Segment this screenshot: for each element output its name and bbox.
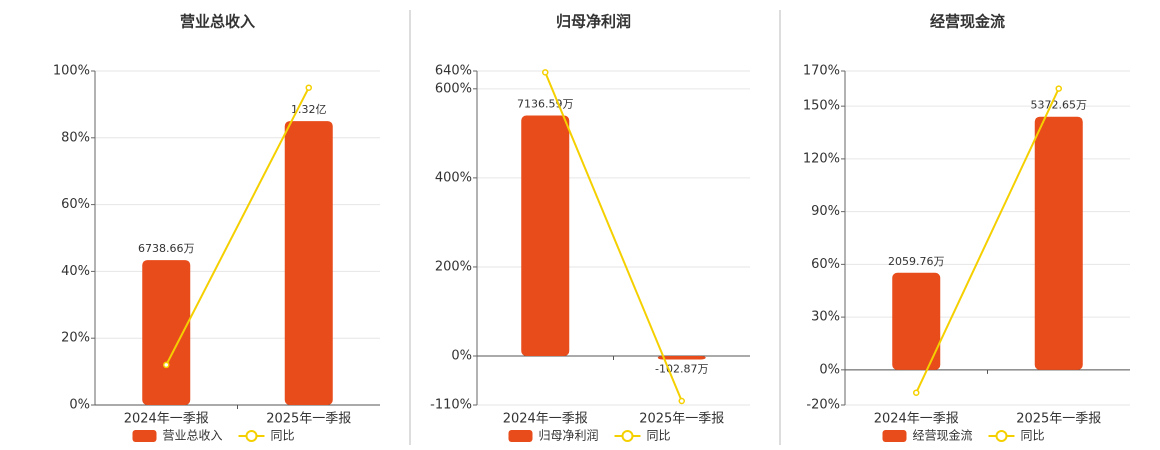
bar	[284, 121, 333, 406]
line	[544, 71, 683, 402]
x-tick-label: 2025年一季报	[639, 412, 724, 427]
legend-marker	[245, 430, 258, 442]
bar	[892, 272, 941, 370]
y-tick-label: 0%	[451, 349, 472, 364]
y-tick-label: 0%	[819, 362, 840, 377]
legend-marker	[995, 430, 1008, 442]
line-point	[1055, 85, 1062, 92]
y-tick-label: 0%	[69, 398, 90, 413]
legend-swatch	[132, 430, 157, 442]
line	[915, 88, 1060, 394]
value-label: 6738.66万	[138, 242, 195, 255]
y-tick-label: 60%	[811, 257, 840, 272]
value-label: 2059.76万	[888, 255, 945, 268]
x-tick-label: 2024年一季报	[124, 412, 209, 427]
bar	[1034, 116, 1083, 370]
legend-swatch	[508, 430, 533, 442]
line-point	[913, 389, 920, 396]
value-label: 7136.59万	[517, 98, 574, 111]
y-tick-label: -110%	[430, 398, 472, 413]
bar	[521, 115, 570, 357]
y-tick-label: -20%	[806, 398, 840, 413]
line-point	[678, 397, 685, 405]
value-label: -102.87万	[655, 362, 708, 375]
x-tick-label: 2025年一季报	[266, 412, 351, 427]
y-tick-label: 60%	[61, 197, 90, 212]
line-point	[305, 84, 312, 91]
legend-label: 经营现金流	[913, 428, 973, 443]
y-tick-label: 100%	[53, 64, 90, 79]
x-tick-label: 2025年一季报	[1016, 412, 1101, 427]
legend-label: 同比	[1021, 429, 1045, 443]
legend-label: 同比	[271, 429, 295, 443]
y-tick-label: 200%	[435, 259, 472, 274]
x-tick-label: 2024年一季报	[874, 412, 959, 427]
y-tick-label: 170%	[803, 64, 840, 79]
y-tick-label: 90%	[811, 204, 840, 219]
y-tick-label: 20%	[61, 331, 90, 346]
y-tick-label: 80%	[61, 130, 90, 145]
chart-title: 归母净利润	[556, 13, 631, 31]
line-point	[542, 69, 549, 76]
y-tick-label: 40%	[61, 264, 90, 279]
bar	[657, 356, 706, 360]
legend-label: 同比	[647, 429, 671, 443]
legend-marker	[621, 430, 634, 442]
y-tick-label: 120%	[803, 151, 840, 166]
line-point	[163, 361, 170, 369]
y-tick-label: 640%	[435, 64, 472, 79]
y-tick-label: 30%	[811, 310, 840, 325]
x-tick-label: 2024年一季报	[503, 412, 588, 427]
bar	[142, 260, 191, 405]
y-tick-label: 600%	[435, 81, 472, 96]
chart-title: 经营现金流	[930, 13, 1005, 31]
value-label: 5372.65万	[1031, 99, 1088, 112]
legend-swatch	[882, 430, 907, 442]
y-tick-label: 150%	[803, 99, 840, 114]
legend-label: 归母净利润	[539, 429, 599, 443]
chart-title: 营业总收入	[180, 13, 255, 31]
y-tick-label: 400%	[435, 170, 472, 185]
legend-label: 营业总收入	[163, 429, 223, 443]
value-label: 1.32亿	[291, 103, 327, 116]
line	[165, 87, 310, 366]
